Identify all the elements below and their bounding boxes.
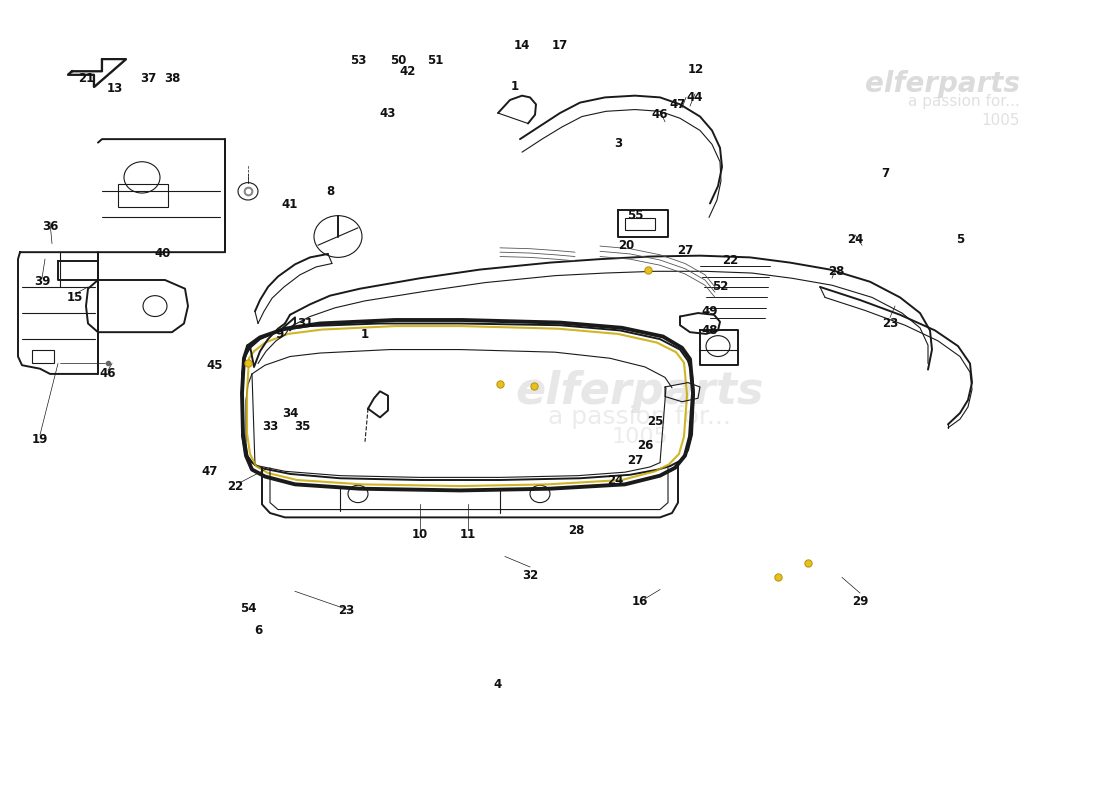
Text: 52: 52 xyxy=(712,281,728,294)
Text: 11: 11 xyxy=(460,528,476,542)
Text: 39: 39 xyxy=(34,275,51,288)
Text: 38: 38 xyxy=(164,72,180,85)
Text: 7: 7 xyxy=(881,167,889,181)
Polygon shape xyxy=(68,59,126,87)
Text: 40: 40 xyxy=(155,247,172,261)
Bar xyxy=(118,184,168,207)
Text: 19: 19 xyxy=(32,433,48,446)
Text: 14: 14 xyxy=(514,38,530,52)
Text: 28: 28 xyxy=(568,524,584,537)
Text: a passion for...: a passion for... xyxy=(549,406,732,430)
Text: 1005: 1005 xyxy=(612,426,669,446)
Text: 48: 48 xyxy=(702,324,718,337)
Text: 10: 10 xyxy=(411,528,428,542)
Text: 5: 5 xyxy=(956,233,964,246)
Text: 6: 6 xyxy=(254,624,262,637)
Text: 50: 50 xyxy=(389,54,406,67)
Text: 43: 43 xyxy=(379,106,396,119)
Text: 23: 23 xyxy=(882,317,898,330)
Text: 31: 31 xyxy=(297,317,313,330)
Text: 47: 47 xyxy=(201,465,218,478)
Text: 34: 34 xyxy=(282,406,298,419)
Text: 28: 28 xyxy=(828,265,844,278)
Text: 32: 32 xyxy=(521,569,538,582)
Text: 29: 29 xyxy=(851,595,868,608)
Text: 24: 24 xyxy=(847,233,864,246)
Text: 37: 37 xyxy=(140,72,156,85)
Text: 46: 46 xyxy=(100,367,117,381)
Text: 33: 33 xyxy=(262,419,278,433)
Text: 17: 17 xyxy=(552,38,568,52)
Text: 24: 24 xyxy=(607,474,624,486)
Text: 55: 55 xyxy=(627,209,644,222)
Text: 46: 46 xyxy=(651,108,669,122)
Text: 25: 25 xyxy=(647,415,663,428)
Text: 8: 8 xyxy=(326,185,334,198)
Bar xyxy=(625,218,654,230)
Text: 9: 9 xyxy=(276,328,284,342)
Text: 3: 3 xyxy=(614,137,623,150)
Text: 51: 51 xyxy=(427,54,443,67)
Text: elferparts: elferparts xyxy=(865,70,1020,98)
Text: 27: 27 xyxy=(676,244,693,257)
Text: 1005: 1005 xyxy=(981,113,1020,128)
Text: 35: 35 xyxy=(294,419,310,433)
Text: 20: 20 xyxy=(618,238,634,252)
Text: 41: 41 xyxy=(282,198,298,211)
Text: 1: 1 xyxy=(361,328,370,342)
Text: 42: 42 xyxy=(399,65,416,78)
Text: 12: 12 xyxy=(688,63,704,76)
Text: 22: 22 xyxy=(227,481,243,494)
Text: 54: 54 xyxy=(240,602,256,615)
Text: 15: 15 xyxy=(67,291,84,304)
Text: 21: 21 xyxy=(78,72,95,85)
Text: 26: 26 xyxy=(637,438,653,452)
Bar xyxy=(32,350,54,363)
Text: 36: 36 xyxy=(42,219,58,233)
Text: 13: 13 xyxy=(107,82,123,95)
Text: 45: 45 xyxy=(207,358,223,372)
Text: elferparts: elferparts xyxy=(516,370,764,413)
Text: a passion for...: a passion for... xyxy=(909,94,1020,109)
Text: 1: 1 xyxy=(510,81,519,94)
Text: 49: 49 xyxy=(702,305,718,318)
Text: 16: 16 xyxy=(631,595,648,608)
Text: 27: 27 xyxy=(627,454,644,467)
Text: 4: 4 xyxy=(494,678,502,691)
Text: 44: 44 xyxy=(686,91,703,104)
Text: 22: 22 xyxy=(722,254,738,267)
Text: 47: 47 xyxy=(670,98,686,111)
Text: 53: 53 xyxy=(350,54,366,67)
Text: 23: 23 xyxy=(338,604,354,617)
